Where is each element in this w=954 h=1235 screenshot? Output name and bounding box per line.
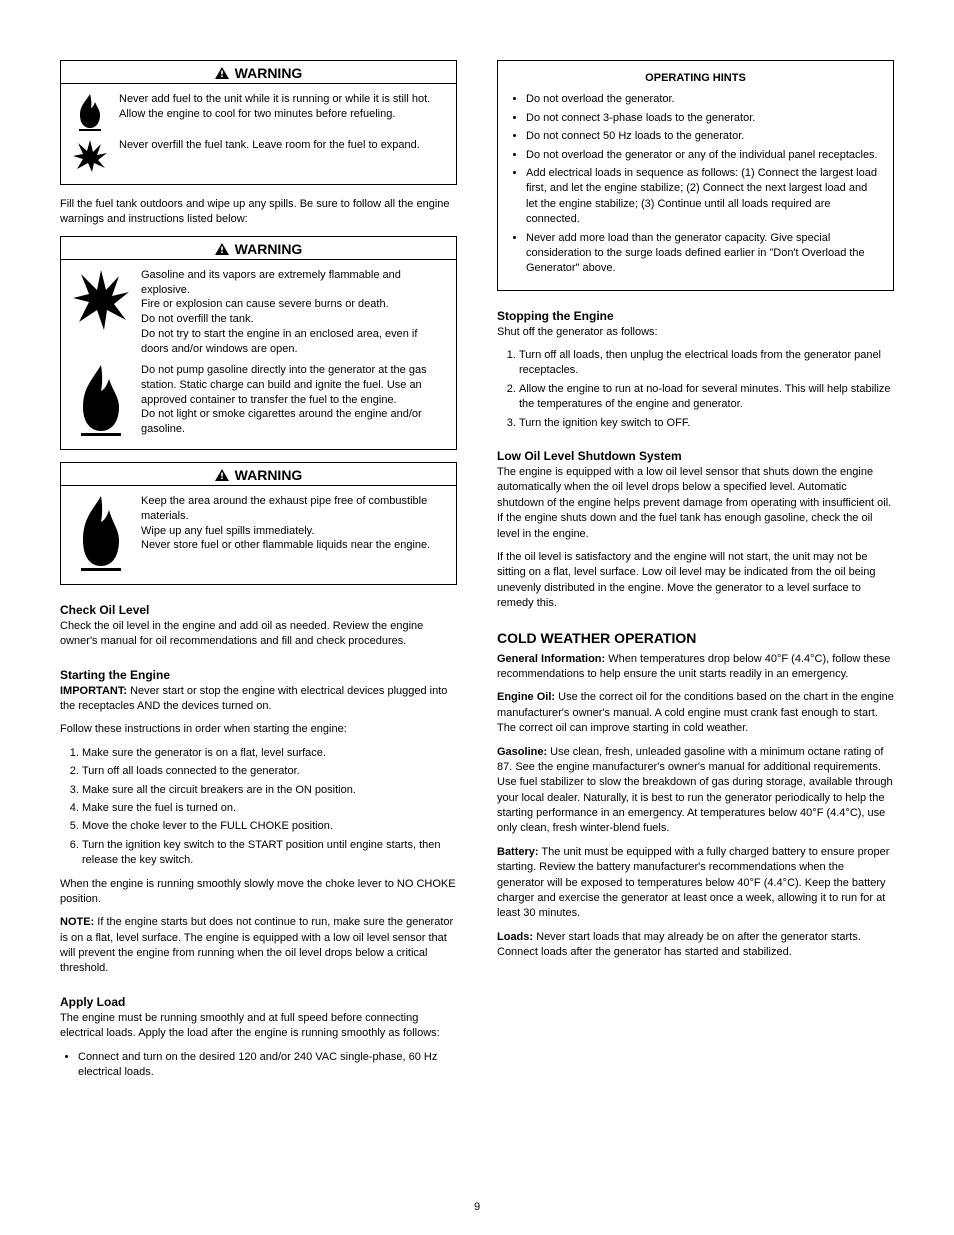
hint: Do not overload the generator or any of … [526,148,881,163]
warning-text: Never overfill the fuel tank. Leave room… [119,138,446,153]
warning-title-1: WARNING [235,65,303,81]
warning-text-group: Do not pump gasoline directly into the g… [141,363,446,437]
hint: Add electrical loads in sequence as foll… [526,166,881,228]
step: Turn the ignition key switch to the STAR… [82,838,457,869]
cold-intro: General Information: When temperatures d… [497,652,894,683]
low-oil-p2: If the oil level is satisfactory and the… [497,550,894,612]
operating-hints-title: OPERATING HINTS [510,71,881,86]
cold-engine-oil: Engine Oil: Use the correct oil for the … [497,690,894,736]
step: Make sure the fuel is turned on. [82,801,457,816]
apply-load-text: The engine must be running smoothly and … [60,1011,457,1042]
warning-title-3: WARNING [235,467,303,483]
alert-triangle-icon [215,469,229,481]
explosion-icon [71,268,131,338]
step: Move the choke lever to the FULL CHOKE p… [82,819,457,834]
check-oil-title: Check Oil Level [60,603,457,617]
engine-oil-label: Engine Oil: [497,691,555,703]
important-label: IMPORTANT: [60,685,127,697]
stop-step: Turn the ignition key switch to OFF. [519,416,894,431]
right-column: OPERATING HINTS Do not overload the gene… [497,60,894,1088]
flame-icon [71,92,109,132]
warning-line: Wipe up any fuel spills immediately. [141,524,446,539]
step: Turn off all loads connected to the gene… [82,764,457,779]
warning-body-2: Gasoline and its vapors are extremely fl… [61,260,456,449]
step: Make sure the generator is on a flat, le… [82,746,457,761]
warning-row: Do not pump gasoline directly into the g… [71,363,446,439]
note-text: If the engine starts but does not contin… [60,916,453,974]
warning-box-1: WARNING Never add fuel to the unit while… [60,60,457,185]
stopping-title: Stopping the Engine [497,309,894,323]
warning-text: Never add fuel to the unit while it is r… [119,92,446,122]
alert-triangle-icon [215,243,229,255]
hint: Do not overload the generator. [526,92,881,107]
warning-line: Keep the area around the exhaust pipe fr… [141,494,446,524]
hint: Never add more load than the generator c… [526,231,881,277]
apply-load-item: Connect and turn on the desired 120 and/… [78,1050,457,1081]
warning-line: Do not overfill the tank. [141,312,446,327]
step: Make sure all the circuit breakers are i… [82,783,457,798]
apply-load-title: Apply Load [60,995,457,1009]
starting-steps: Make sure the generator is on a flat, le… [60,746,457,869]
stopping-para: Shut off the generator as follows: [497,325,894,340]
warning-header-3: WARNING [61,463,456,486]
warning-box-3: WARNING Keep the area around the exhaust… [60,462,457,585]
hint: Do not connect 3-phase loads to the gene… [526,111,881,126]
cold-intro-label: General Information: [497,653,605,665]
loads-text: Never start loads that may already be on… [497,931,861,958]
flame-icon [71,363,131,439]
page-number: 9 [0,1201,954,1213]
starting-title: Starting the Engine [60,668,457,682]
warning-row: Gasoline and its vapors are extremely fl… [71,268,446,357]
warning-row: Never overfill the fuel tank. Leave room… [71,138,446,174]
battery-text: The unit must be equipped with a fully c… [497,846,889,920]
gasoline-text: Use clean, fresh, unleaded gasoline with… [497,746,893,835]
cold-loads: Loads: Never start loads that may alread… [497,930,894,961]
starting-followup: When the engine is running smoothly slow… [60,877,457,908]
warning-text-group: Gasoline and its vapors are extremely fl… [141,268,446,357]
stop-step: Turn off all loads, then unplug the elec… [519,348,894,379]
post-start-note: NOTE: If the engine starts but does not … [60,915,457,977]
alert-triangle-icon [215,67,229,79]
cold-battery: Battery: The unit must be equipped with … [497,845,894,922]
cold-gasoline: Gasoline: Use clean, fresh, unleaded gas… [497,745,894,837]
note-label: NOTE: [60,916,94,928]
warning-body-1: Never add fuel to the unit while it is r… [61,84,456,184]
loads-label: Loads: [497,931,533,943]
warning-text-group: Keep the area around the exhaust pipe fr… [141,494,446,553]
stop-step: Allow the engine to run at no-load for s… [519,382,894,413]
warning-header-2: WARNING [61,237,456,260]
warning-line: Do not light or smoke cigarettes around … [141,407,446,437]
low-oil-p1: The engine is equipped with a low oil le… [497,465,894,542]
battery-label: Battery: [497,846,539,858]
starting-follow: Follow these instructions in order when … [60,722,457,737]
hint: Do not connect 50 Hz loads to the genera… [526,129,881,144]
warning-line: Do not pump gasoline directly into the g… [141,363,446,408]
warning-line: Gasoline and its vapors are extremely fl… [141,268,446,298]
warning-line: Fire or explosion can cause severe burns… [141,297,446,312]
two-column-layout: WARNING Never add fuel to the unit while… [60,60,894,1088]
warning-row: Never add fuel to the unit while it is r… [71,92,446,132]
explosion-icon [71,138,109,174]
page: WARNING Never add fuel to the unit while… [0,0,954,1235]
engine-oil-text: Use the correct oil for the conditions b… [497,691,894,734]
warning-box-2: WARNING Gasoline and its vapors are extr… [60,236,457,450]
starting-important: IMPORTANT: Never start or stop the engin… [60,684,457,715]
warning-title-2: WARNING [235,241,303,257]
operating-hints-box: OPERATING HINTS Do not overload the gene… [497,60,894,291]
warning-line: Never store fuel or other flammable liqu… [141,538,446,553]
warning-line: Do not try to start the engine in an enc… [141,327,446,357]
intro-paragraph: Fill the fuel tank outdoors and wipe up … [60,197,457,228]
stopping-steps: Turn off all loads, then unplug the elec… [497,348,894,431]
operating-hints-list: Do not overload the generator. Do not co… [510,92,881,276]
warning-row: Keep the area around the exhaust pipe fr… [71,494,446,574]
gasoline-label: Gasoline: [497,746,547,758]
warning-header-1: WARNING [61,61,456,84]
cold-weather-title: COLD WEATHER OPERATION [497,630,894,646]
apply-load-list: Connect and turn on the desired 120 and/… [60,1050,457,1081]
warning-body-3: Keep the area around the exhaust pipe fr… [61,486,456,584]
low-oil-title: Low Oil Level Shutdown System [497,449,894,463]
left-column: WARNING Never add fuel to the unit while… [60,60,457,1088]
check-oil-para: Check the oil level in the engine and ad… [60,619,457,650]
flame-icon [71,494,131,574]
